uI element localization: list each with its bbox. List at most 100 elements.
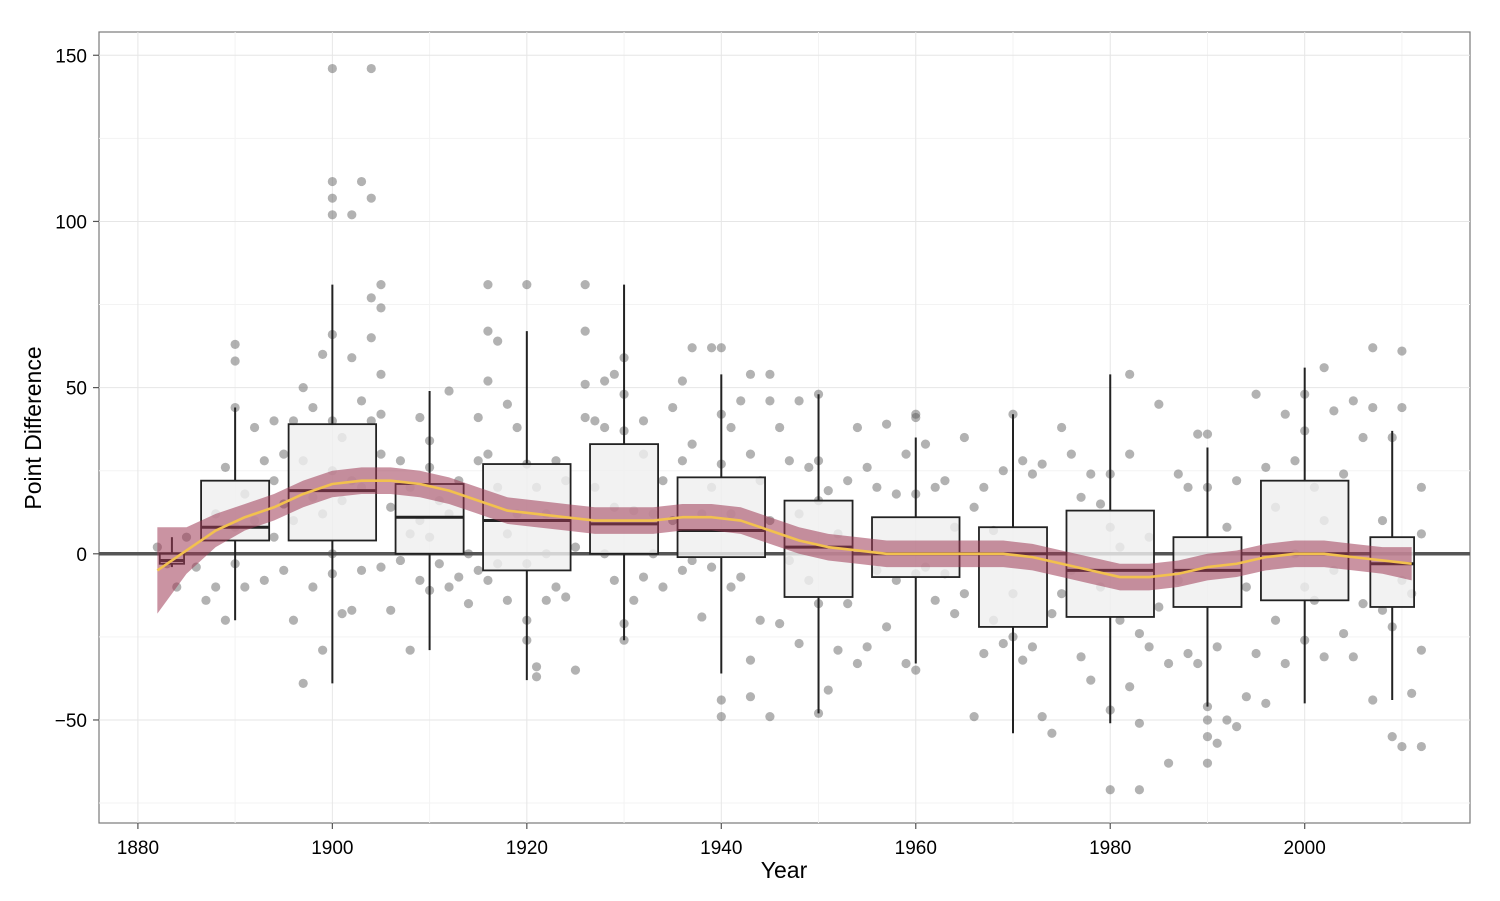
data-point [1027,469,1038,479]
data-point [405,645,415,655]
data-point [298,383,308,393]
data-point [230,356,240,366]
data-point [745,449,756,459]
data-point [318,645,328,655]
data-point [1076,652,1086,662]
data-point [745,369,756,379]
data-point [1037,459,1047,469]
data-point [911,665,921,675]
data-point [347,605,357,615]
data-point [259,456,269,466]
data-point [911,409,921,419]
data-point [920,439,931,449]
data-point [269,476,279,486]
data-point [220,615,231,625]
data-point [1047,609,1057,619]
data-point [979,482,989,492]
data-point [1183,648,1193,659]
data-point [1037,712,1047,722]
data-point [843,599,853,609]
data-point [706,562,717,572]
data-point [366,63,376,74]
data-point [726,422,736,433]
data-point [765,369,775,379]
data-point [600,376,610,386]
data-point [356,565,367,576]
data-point [1212,738,1222,748]
data-point [755,615,765,625]
x-tick-label: 1900 [311,838,353,859]
data-point [823,486,833,496]
y-tick-label: −50 [55,711,87,732]
data-point [376,279,386,290]
data-point [1358,432,1368,443]
smooth-trend [156,467,1412,614]
data-point [1270,615,1281,625]
data-point [1076,492,1086,502]
data-point [366,193,376,203]
data-point [395,555,406,566]
data-point [1095,499,1106,509]
data-point [862,462,872,472]
y-tick-label: 0 [76,545,87,566]
data-point [677,376,688,386]
data-point [366,293,376,303]
data-point [1027,642,1038,652]
data-point [872,482,882,492]
data-point [269,532,279,542]
data-point [240,582,250,592]
data-point [444,582,454,592]
data-point [561,592,571,602]
data-point [697,612,707,622]
data-point [327,63,337,74]
data-point [308,582,318,592]
data-point [1377,515,1388,526]
data-point [522,279,532,290]
data-point [1134,718,1145,728]
data-point [1057,422,1067,433]
data-point [1348,396,1358,406]
data-point [1338,469,1349,479]
box [589,443,659,555]
data-point [279,565,289,576]
data-point [1183,482,1193,492]
data-point [376,449,386,459]
data-point [1018,456,1028,466]
data-point [1280,409,1290,419]
data-point [463,549,474,559]
data-point [473,456,483,466]
data-point [551,456,561,466]
data-point [794,638,804,649]
data-point [327,193,337,203]
data-point [891,489,901,499]
data-point [1358,599,1368,609]
data-point [1387,731,1397,742]
data-point [483,575,493,585]
data-point [1416,529,1426,539]
data-point [483,449,493,459]
data-point [950,609,960,619]
data-point [308,402,318,413]
x-axis-title: Year [761,857,808,883]
data-point [775,618,785,629]
data-point [493,336,503,346]
x-tick-label: 2000 [1284,838,1326,859]
data-point [337,609,347,619]
data-point [1416,645,1426,655]
data-point [580,279,590,290]
data-point [1261,698,1271,708]
data-point [862,642,872,652]
data-point [930,595,940,605]
data-point [531,662,542,672]
data-point [784,456,794,466]
data-point [318,349,328,359]
data-point [1193,658,1203,669]
data-point [1232,476,1242,486]
data-point [220,462,231,472]
data-point [930,482,940,492]
data-point [706,343,717,353]
data-point [1368,402,1378,413]
data-point [1416,741,1426,752]
data-point [1154,399,1164,409]
data-point [1125,369,1135,379]
